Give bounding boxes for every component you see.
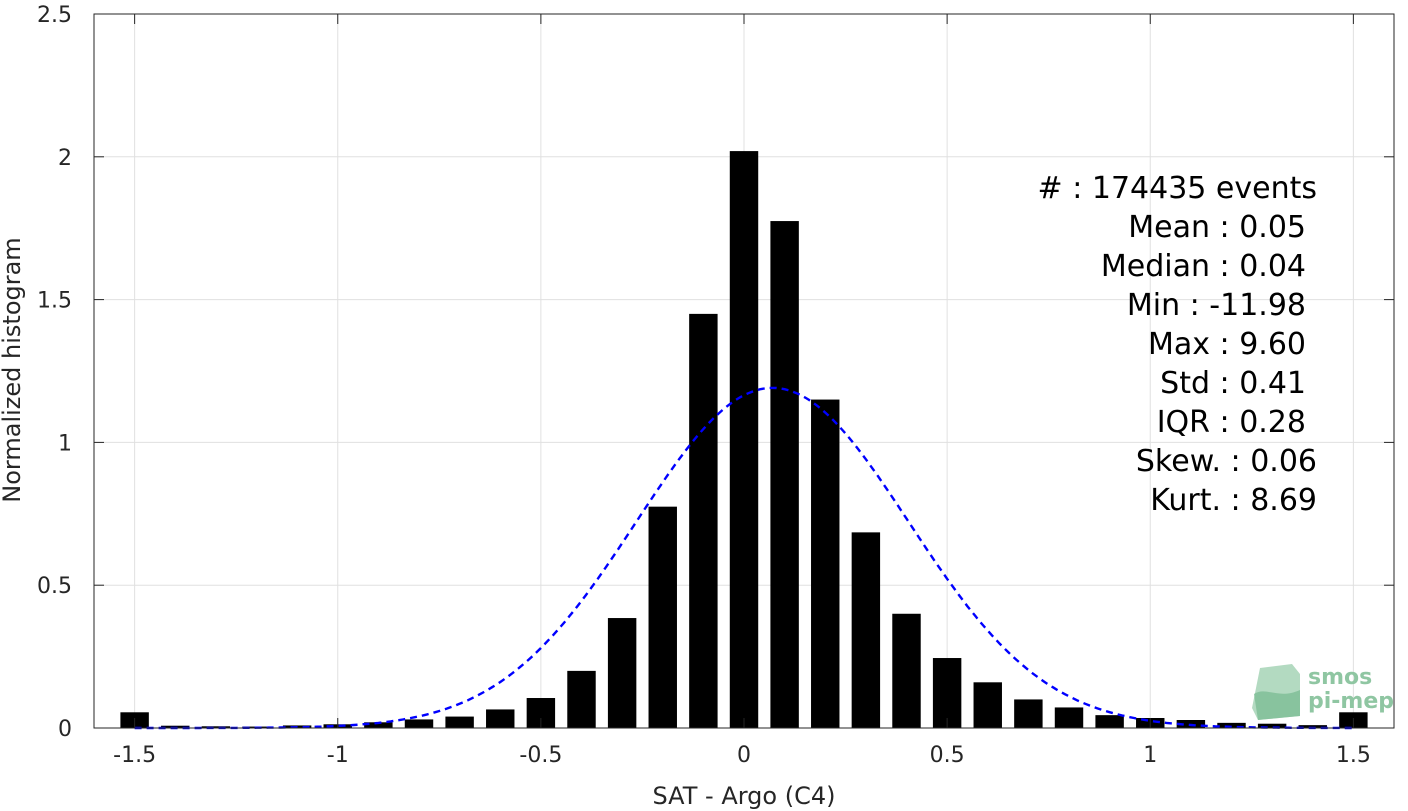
histogram-bar (1217, 722, 1246, 728)
y-axis-ticks: 0 0.5 1 1.5 2 2.5 (37, 3, 1394, 742)
stats-line: # : 174435 events (1038, 171, 1317, 206)
stats-line: Mean : 0.05 (1128, 210, 1306, 245)
stats-line: IQR : 0.28 (1157, 405, 1306, 440)
y-tick-label: 2.5 (37, 3, 72, 28)
x-axis-ticks: -1.5 -1 -0.5 0 0.5 1 1.5 (113, 14, 1371, 768)
histogram-bar (648, 506, 677, 728)
histogram-bar (1095, 715, 1124, 728)
logo-line2: pi-mep (1308, 689, 1394, 714)
x-tick-label: -1.5 (113, 743, 156, 768)
statistics-annotation: # : 174435 events Mean : 0.05 Median : 0.0… (1038, 171, 1317, 518)
histogram-bar (404, 719, 434, 728)
histogram-bars (120, 151, 1368, 728)
logo-wave-shade (1254, 690, 1300, 720)
histogram-bar (1014, 699, 1043, 728)
y-axis-label: Normalized histogram (0, 237, 26, 502)
x-axis-label: SAT - Argo (C4) (653, 782, 836, 810)
stats-line: Kurt. : 8.69 (1150, 483, 1317, 518)
histogram-bar (932, 658, 962, 728)
histogram-bar (892, 613, 921, 728)
x-tick-label: 1.5 (1336, 743, 1371, 768)
histogram-bar (1298, 725, 1327, 728)
histogram-bar (1054, 707, 1084, 728)
histogram-bar (567, 670, 596, 728)
histogram-bar (973, 682, 1002, 728)
x-tick-label: -1 (327, 743, 349, 768)
histogram-bar (851, 532, 881, 728)
histogram-bar (445, 716, 474, 728)
y-tick-label: 0.5 (37, 574, 72, 599)
histogram-bar (729, 151, 759, 728)
smos-pimep-logo: smos pi-mep (1252, 664, 1394, 720)
stats-line: Max : 9.60 (1148, 327, 1306, 362)
y-tick-label: 0 (58, 717, 72, 742)
histogram-bar (201, 726, 231, 728)
histogram-bar (607, 618, 637, 728)
x-tick-label: 1 (1143, 743, 1157, 768)
stats-line: Std : 0.41 (1160, 366, 1306, 401)
histogram-bar (486, 709, 515, 728)
stats-line: Skew. : 0.06 (1136, 444, 1317, 479)
histogram-bar (364, 722, 393, 728)
stats-line: Min : -11.98 (1127, 288, 1306, 323)
logo-line1: smos (1308, 665, 1372, 690)
y-tick-label: 1 (58, 431, 72, 456)
x-tick-label: 0 (737, 743, 751, 768)
x-tick-label: 0.5 (930, 743, 965, 768)
histogram-bar (811, 399, 840, 728)
y-tick-label: 1.5 (37, 289, 72, 314)
stats-line: Median : 0.04 (1101, 249, 1306, 284)
histogram-bar (770, 221, 799, 728)
y-tick-label: 2 (58, 146, 72, 171)
x-tick-label: -0.5 (519, 743, 562, 768)
histogram-bar (1257, 723, 1287, 728)
histogram-bar (689, 313, 718, 728)
